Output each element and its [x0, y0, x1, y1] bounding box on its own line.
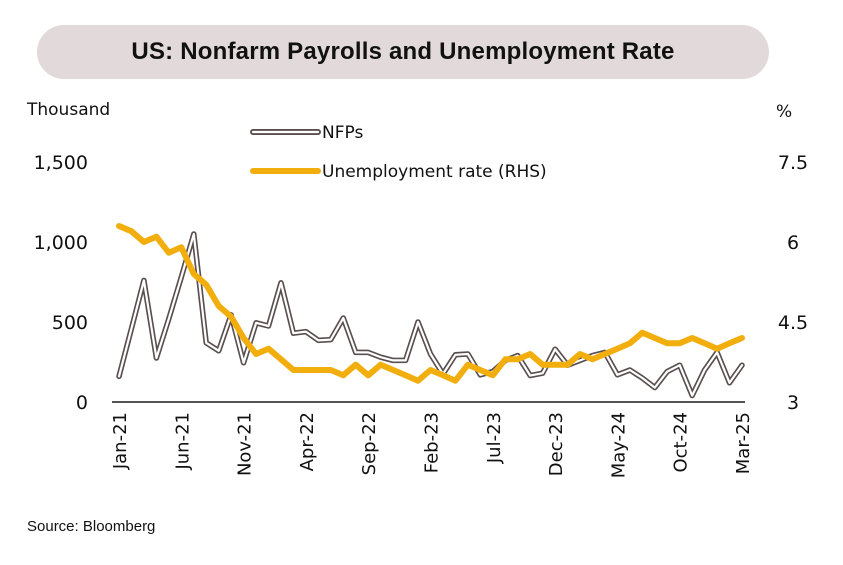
series-nfps [116, 231, 745, 399]
nfps-line-inner [117, 232, 744, 397]
unemployment-line [116, 223, 745, 384]
legend-label-unemployment: Unemployment rate (RHS) [322, 162, 547, 182]
x-tick-label: Dec-23 [546, 412, 567, 476]
y-tick-left-label: 500 [52, 312, 88, 334]
y-ticks-left: 0 500 1,000 1,500 [34, 152, 88, 414]
x-tick-label: Jun-21 [172, 412, 193, 471]
y-tick-left-label: 1,000 [34, 232, 88, 254]
y-tick-left-label: 0 [76, 392, 88, 414]
chart-title: US: Nonfarm Payrolls and Unemployment Ra… [131, 38, 675, 65]
x-ticks: Jan-21 Jun-21 Nov-21 Apr-22 Sep-22 Feb-23 Jul-… [110, 412, 754, 478]
x-tick-label: Oct-24 [671, 412, 692, 473]
y-tick-left-label: 1,500 [34, 152, 88, 174]
y-tick-right-label: 4.5 [778, 312, 808, 334]
legend: NFPs Unemployment rate (RHS) [250, 123, 547, 182]
x-tick-label: Jul-23 [484, 412, 505, 464]
x-tick-label: Nov-21 [235, 412, 256, 476]
x-tick-label: May-24 [608, 412, 629, 478]
series-unemployment [116, 223, 745, 384]
source-note: Source: Bloomberg [27, 518, 156, 535]
legend-item-unemployment: Unemployment rate (RHS) [250, 162, 547, 182]
x-tick-label: Sep-22 [359, 412, 380, 475]
legend-label-nfps: NFPs [322, 123, 363, 143]
x-tick-label: Feb-23 [422, 412, 443, 473]
y-tick-right-label: 7.5 [778, 152, 808, 174]
x-tick-label: Mar-25 [733, 412, 754, 474]
y-tick-right-label: 6 [787, 232, 799, 254]
x-tick-label: Apr-22 [297, 412, 318, 471]
chart-title-box: US: Nonfarm Payrolls and Unemployment Ra… [37, 25, 769, 79]
right-axis-unit: % [776, 102, 793, 122]
y-tick-right-label: 3 [787, 392, 799, 414]
legend-item-nfps: NFPs [250, 123, 363, 143]
left-axis-unit: Thousand [27, 100, 111, 120]
y-ticks-right: 3 4.5 6 7.5 [778, 152, 808, 414]
x-tick-label: Jan-21 [110, 412, 131, 470]
